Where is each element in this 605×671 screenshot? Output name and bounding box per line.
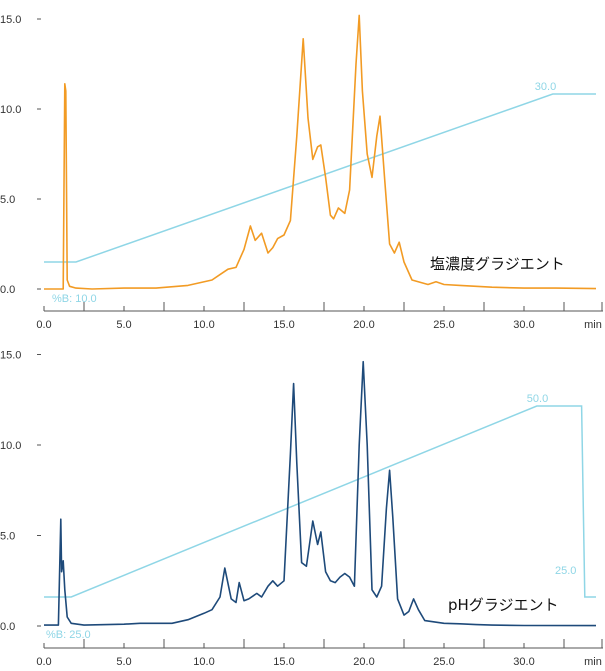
chart-title: 塩濃度グラジエント [430,255,565,273]
chromatogram-trace [44,14,597,290]
gradient-line [44,93,596,263]
gradient-end-label: 30.0 [535,81,556,93]
gradient-end-label: 50.0 [527,393,548,405]
x-axis-unit-label: min [584,656,602,668]
x-tick-label: 5.0 [116,656,131,668]
x-tick-label: 15.0 [273,319,294,331]
gradient-start-label: %B: 10.0 [52,293,97,305]
y-axis: 0.0 5.0 10.0 15.0 [0,350,41,633]
x-axis: 0.0 5.0 10.0 15.0 20.0 25.0 30.0 [36,639,603,668]
x-tick-label: 0.0 [36,319,51,331]
x-tick-label: 10.0 [193,319,214,331]
x-axis: 0.0 5.0 10.0 15.0 20.0 25.0 30.0 [36,302,603,331]
x-tick-label: 30.0 [513,656,534,668]
gradient-return-label: 25.0 [555,565,576,577]
y-tick-label: 15.0 [0,14,21,26]
y-tick-label: 0.0 [0,284,15,296]
x-tick-label: 25.0 [433,656,454,668]
chromatogram-trace [44,360,597,627]
gradient-line [44,405,596,598]
x-tick-label: 25.0 [433,319,454,331]
x-tick-label: 10.0 [193,656,214,668]
x-tick-label: 20.0 [353,319,374,331]
y-tick-label: 10.0 [0,440,21,452]
y-tick-label: 0.0 [0,621,15,633]
y-tick-label: 10.0 [0,104,21,116]
y-tick-label: 5.0 [0,194,15,206]
y-axis: 0.0 5.0 10.0 15.0 [0,14,41,296]
x-tick-label: 15.0 [273,656,294,668]
chart-panel-salt-gradient: 0.0 5.0 10.0 15.0 0.0 5.0 10.0 15.0 20.0 25.0 30.… [0,14,603,331]
x-tick-label: 20.0 [353,656,374,668]
y-tick-label: 5.0 [0,531,15,543]
x-tick-label: 5.0 [116,319,131,331]
chart-title: pHグラジエント [448,596,559,614]
y-tick-label: 15.0 [0,350,21,362]
x-tick-label: 0.0 [36,656,51,668]
gradient-start-label: %B: 25.0 [46,629,91,641]
chart-panel-ph-gradient: 0.0 5.0 10.0 15.0 0.0 5.0 10.0 15.0 20.0 25.0 30.… [0,350,603,668]
x-tick-label: 30.0 [513,319,534,331]
x-axis-unit-label: min [584,319,602,331]
